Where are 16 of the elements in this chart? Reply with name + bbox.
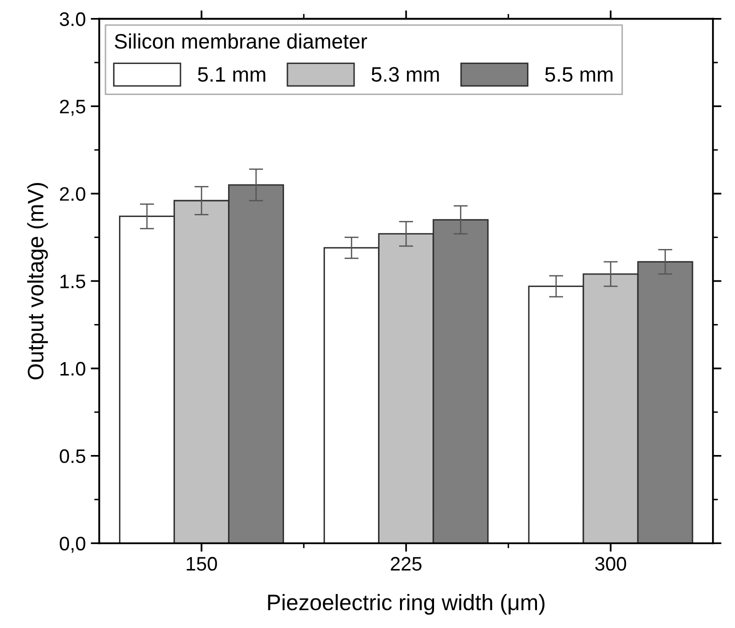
y-tick-label: 3.0	[60, 12, 86, 26]
legend-label: 5.5 mm	[545, 67, 612, 82]
y-tick-label: 2,5	[60, 100, 86, 116]
legend-label: 5.3 mm	[372, 67, 439, 82]
y-tick-label: 1.0	[60, 362, 86, 376]
legend-label: 5.1 mm	[198, 67, 266, 82]
y-tick-label: 0,0	[60, 536, 86, 553]
x-tick-label: 225	[390, 556, 422, 571]
y-axis-title: Output voltage (mV)	[27, 182, 48, 380]
legend-title: Silicon membrane diameter	[114, 33, 368, 49]
y-tick-label: 1.5	[60, 274, 86, 288]
x-axis-title: Piezoelectric ring width (μm)	[268, 594, 544, 615]
y-tick-label: 2.0	[60, 187, 86, 201]
x-tick-label: 150	[186, 556, 217, 571]
x-tick-label: 300	[595, 556, 626, 571]
y-tick-label: 0.5	[60, 449, 86, 464]
